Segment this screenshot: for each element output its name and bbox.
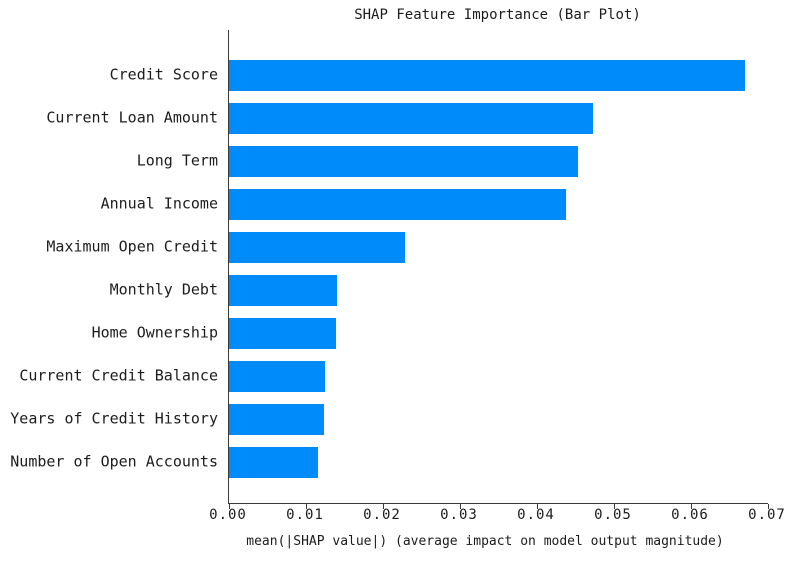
bar-home-ownership bbox=[229, 317, 336, 349]
plot-area bbox=[228, 30, 769, 509]
bar-annual-income bbox=[229, 188, 566, 220]
x-tick-label: 0.03 bbox=[440, 507, 478, 523]
x-tick-mark bbox=[229, 504, 230, 509]
y-tick-label: Number of Open Accounts bbox=[10, 452, 218, 471]
bar-current-credit-balance bbox=[229, 360, 325, 392]
y-tick-label: Current Loan Amount bbox=[46, 108, 218, 127]
chart-title: SHAP Feature Importance (Bar Plot) bbox=[354, 7, 641, 23]
x-tick-mark bbox=[614, 504, 615, 509]
x-axis-label: mean(|SHAP value|) (average impact on mo… bbox=[246, 534, 724, 549]
y-tick-label: Home Ownership bbox=[91, 323, 218, 342]
bar-number-of-open-accounts bbox=[229, 446, 319, 478]
bar-monthly-debt bbox=[229, 274, 337, 306]
x-tick-label: 0.05 bbox=[594, 507, 632, 523]
x-tick-mark bbox=[383, 504, 384, 509]
x-tick-mark bbox=[460, 504, 461, 509]
x-tick-mark bbox=[768, 504, 769, 509]
bar-credit-score bbox=[229, 59, 745, 91]
x-tick-label: 0.06 bbox=[671, 507, 709, 523]
y-tick-label: Years of Credit History bbox=[10, 409, 218, 428]
x-tick-label: 0.02 bbox=[363, 507, 401, 523]
y-tick-label: Current Credit Balance bbox=[19, 366, 218, 385]
bar-long-term bbox=[229, 145, 578, 177]
y-tick-label: Annual Income bbox=[100, 194, 218, 213]
bar-maximum-open-credit bbox=[229, 231, 406, 263]
bar-years-of-credit-history bbox=[229, 403, 324, 435]
x-tick-label: 0.07 bbox=[748, 507, 786, 523]
bar-current-loan-amount bbox=[229, 102, 594, 134]
x-tick-mark bbox=[306, 504, 307, 509]
y-tick-label: Long Term bbox=[136, 151, 218, 170]
y-tick-label: Monthly Debt bbox=[109, 280, 218, 299]
x-tick-mark bbox=[691, 504, 692, 509]
y-tick-label: Credit Score bbox=[109, 65, 218, 84]
y-tick-label: Maximum Open Credit bbox=[46, 237, 218, 256]
x-tick-label: 0.04 bbox=[517, 507, 555, 523]
x-tick-label: 0.00 bbox=[209, 507, 247, 523]
x-tick-label: 0.01 bbox=[286, 507, 324, 523]
x-tick-mark bbox=[537, 504, 538, 509]
